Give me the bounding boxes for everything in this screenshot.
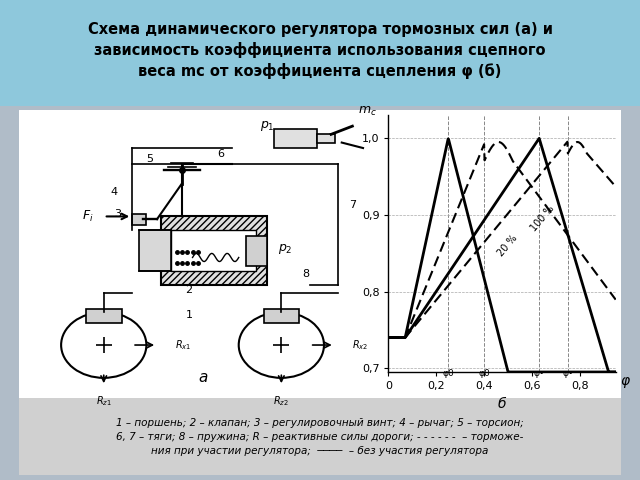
Text: б: б xyxy=(498,397,506,411)
Text: 6: 6 xyxy=(218,148,225,158)
Text: $R_{z2}$: $R_{z2}$ xyxy=(273,394,289,408)
Text: φ0: φ0 xyxy=(478,369,490,378)
Text: φ•: φ• xyxy=(534,369,545,378)
Text: 20 %: 20 % xyxy=(496,233,520,258)
Text: 7: 7 xyxy=(349,201,356,211)
Text: $p_1$: $p_1$ xyxy=(260,119,275,133)
Bar xyxy=(317,134,335,143)
Text: 4: 4 xyxy=(111,187,118,197)
FancyBboxPatch shape xyxy=(161,216,267,285)
Bar xyxy=(275,129,317,148)
Text: Схема динамического регулятора тормозных сил (а) и
зависимость коэффициента испо: Схема динамического регулятора тормозных… xyxy=(88,22,552,79)
Text: $m_c$: $m_c$ xyxy=(358,105,376,118)
Text: $R_{x1}$: $R_{x1}$ xyxy=(175,338,191,352)
Text: $R_{x2}$: $R_{x2}$ xyxy=(353,338,369,352)
Bar xyxy=(246,236,267,266)
Text: $R_{z1}$: $R_{z1}$ xyxy=(96,394,112,408)
Text: 1: 1 xyxy=(186,310,193,320)
Text: 8: 8 xyxy=(303,269,310,279)
Text: 5: 5 xyxy=(147,154,154,164)
Bar xyxy=(264,310,299,323)
Text: 100 %: 100 % xyxy=(529,204,556,234)
Text: 1 – поршень; 2 – клапан; 3 – регулировочный винт; 4 – рычаг; 5 – торсион;
6, 7 –: 1 – поршень; 2 – клапан; 3 – регулировоч… xyxy=(116,418,524,456)
Text: 3: 3 xyxy=(115,209,122,219)
Text: φ•: φ• xyxy=(562,369,573,378)
Text: $p_2$: $p_2$ xyxy=(278,242,292,256)
Bar xyxy=(140,230,172,271)
Bar xyxy=(86,310,122,323)
Text: 2: 2 xyxy=(186,285,193,295)
Text: φ0: φ0 xyxy=(442,369,454,378)
Text: a: a xyxy=(198,371,208,385)
Text: φ: φ xyxy=(620,374,630,388)
Text: $F_i$: $F_i$ xyxy=(81,209,93,224)
Bar xyxy=(132,214,147,225)
Bar xyxy=(172,230,257,271)
